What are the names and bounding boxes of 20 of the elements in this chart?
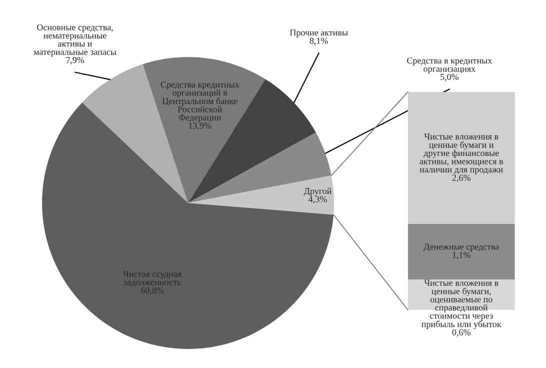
pie-slice [188,175,334,215]
pie-slice [142,57,266,203]
data-label: 4,3% [308,196,327,204]
slice-label: Прочие активы [290,30,348,38]
series-label: Чистые вложения в ценные бумаги, оцениваемые по справедливой стоимости через прибыль или убыток [422,280,502,330]
data-label: 60,8% [141,287,164,295]
series-label: Чистые вложения в ценные бумаги и другие финансовые активы, имеющиеся в наличии для продажи [420,134,503,174]
data-label: 2,6% [452,174,470,182]
data-label: 8,1% [310,38,328,46]
series-label: Денежные средства [424,244,500,252]
slice-label: Чистая ссудная задолженность [123,271,182,287]
data-label: 0,6% [452,329,470,337]
slice-label: Средства кредитных организаций в Центральном банке Российской Федерации [160,82,240,122]
data-label: 1,1% [452,252,470,260]
data-label: 5,0% [440,74,459,82]
data-label: 7,9% [66,57,84,64]
data-label: 13,9% [189,122,212,130]
slice-label: Основные средства, нематериальные активы и материальные запасы [34,24,116,57]
slice-label: Средства в кредитных организациях [407,58,492,74]
slice-label: Другой [304,188,332,196]
